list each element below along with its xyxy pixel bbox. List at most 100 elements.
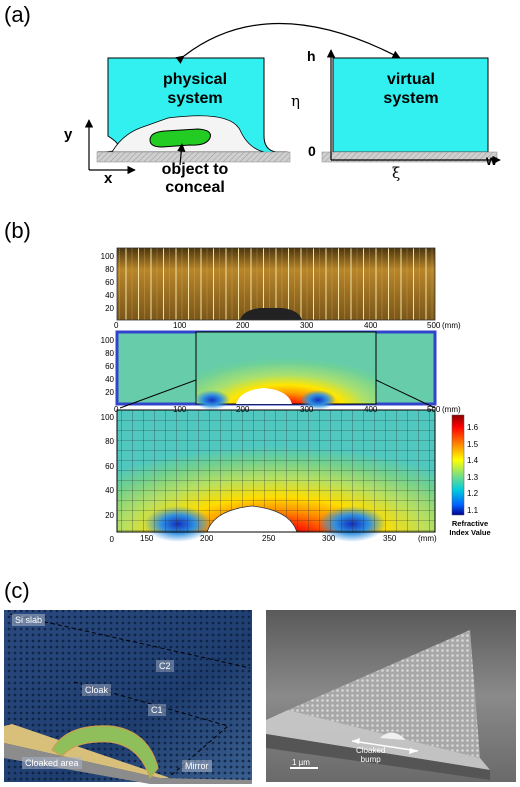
tick: 80 xyxy=(105,349,114,358)
mid-blue-right xyxy=(300,390,336,410)
colorbar-tick: 1.5 xyxy=(467,439,479,449)
colorbar-tick: 1.2 xyxy=(467,489,479,499)
tick: 200 xyxy=(236,405,250,414)
cloaked-bump-line2: bump xyxy=(360,755,381,764)
virtual-system-label: virtual system xyxy=(356,70,466,108)
physical-system-label: physical system xyxy=(140,70,250,108)
tick: 150 xyxy=(140,534,154,543)
cloaked-bump-label: Cloaked bump xyxy=(356,746,385,764)
object-line1: object to xyxy=(161,161,229,178)
c2-boundary xyxy=(9,613,251,669)
virtual-line2: system xyxy=(383,90,439,107)
colorbar-title-line2: Index Value xyxy=(449,528,491,537)
top-plot-yticks: 100 80 60 40 20 xyxy=(96,250,114,315)
top-plot-unit: (mm) xyxy=(442,321,461,330)
tick: 80 xyxy=(105,265,114,274)
tick: 350 xyxy=(383,534,397,543)
tick: 250 xyxy=(262,534,276,543)
c1-label: C1 xyxy=(148,704,166,716)
mid-bump xyxy=(236,388,292,404)
bottom-plot-yticks: 100 80 60 40 20 0 xyxy=(96,406,114,552)
sem-triangle xyxy=(288,630,480,758)
bottom-plot-frame xyxy=(116,409,436,533)
panel-c-figure xyxy=(4,610,516,784)
virtual-line1: virtual xyxy=(386,71,435,88)
tick: 100 xyxy=(100,336,114,345)
c2-label: C2 xyxy=(156,660,174,672)
tick: 40 xyxy=(105,291,114,300)
mid-plot-unit: (mm) xyxy=(442,405,461,414)
object-label: object to conceal xyxy=(140,161,250,197)
bottom-plot-unit: (mm) xyxy=(418,534,437,543)
panel-b-label: (b) xyxy=(4,218,31,243)
xi-label: ξ xyxy=(392,164,401,182)
tick: 20 xyxy=(105,388,114,397)
scale-bar-label: 1 µm xyxy=(292,758,310,767)
colorbar-tick: 1.4 xyxy=(467,456,479,466)
tick: 500 xyxy=(427,405,441,414)
slab-edge xyxy=(4,724,170,778)
panel-b-figure xyxy=(115,247,465,542)
tick: 300 xyxy=(300,321,314,330)
tick: 100 xyxy=(100,252,114,261)
panel-a-diagram xyxy=(84,22,501,175)
colorbar-ticks: 1.6 1.5 1.4 1.3 1.2 1.1 xyxy=(467,420,478,520)
virtual-system-region xyxy=(332,57,489,153)
si-slab-label: Si slab xyxy=(12,614,46,626)
colorbar xyxy=(451,414,465,516)
axis-y-label: y xyxy=(64,126,73,143)
tick: 400 xyxy=(364,405,378,414)
tick: 400 xyxy=(364,321,378,330)
sem-waveguide xyxy=(266,710,490,770)
colorbar-tick: 1.1 xyxy=(467,505,479,515)
sem-ridge xyxy=(266,734,490,780)
eta-label: η xyxy=(291,92,300,110)
axis-x-label: x xyxy=(104,170,113,187)
tick: 300 xyxy=(322,534,336,543)
colorbar-tick: 1.3 xyxy=(467,472,479,482)
mapping-arrow xyxy=(175,22,401,64)
tick: 80 xyxy=(105,437,114,447)
sem-arrow-head-right xyxy=(409,748,418,754)
axis-w-label: w xyxy=(486,152,497,168)
tick: 60 xyxy=(105,461,114,471)
axis-h-label: h xyxy=(307,48,316,64)
mid-plot-yticks: 100 80 60 40 20 xyxy=(96,334,114,399)
tick: 200 xyxy=(236,321,250,330)
tick: 0 xyxy=(114,321,119,330)
tick: 40 xyxy=(105,375,114,384)
cloaked-area-label: Cloaked area xyxy=(22,757,82,769)
panel-a-label: (a) xyxy=(4,2,31,27)
tick: 0 xyxy=(109,535,114,545)
sem-arrow-head-left xyxy=(352,738,360,744)
ground-physical xyxy=(96,151,291,163)
panel-c-label: (c) xyxy=(4,578,30,603)
tick: 20 xyxy=(105,510,114,520)
tick: 100 xyxy=(173,405,187,414)
zoom-line-right xyxy=(375,379,436,409)
tick: 300 xyxy=(300,405,314,414)
cloak-label: Cloak xyxy=(82,684,112,696)
tick: 500 xyxy=(427,321,441,330)
tick: 100 xyxy=(100,413,114,422)
colorbar-tick: 1.6 xyxy=(467,423,479,432)
mirror-label: Mirror xyxy=(182,760,212,772)
colorbar-title-line1: Refractive xyxy=(451,519,489,528)
tick: 100 xyxy=(173,321,187,330)
object-shape xyxy=(149,128,211,148)
tick: 20 xyxy=(105,304,114,313)
sample-bump xyxy=(240,308,302,320)
tick: 0 xyxy=(114,405,119,414)
tick: 40 xyxy=(105,486,114,496)
mid-blue-left xyxy=(194,390,230,410)
zoom-line-left xyxy=(119,379,197,409)
sem-bump-arrow xyxy=(351,740,419,752)
colorbar-title: Refractive Index Value xyxy=(440,519,500,537)
sem-bump xyxy=(380,732,406,740)
axis-zero-label: 0 xyxy=(308,143,316,159)
tick: 60 xyxy=(105,278,114,287)
cloaked-bump xyxy=(51,725,159,780)
cloaked-bump-line1: Cloaked xyxy=(356,746,386,755)
tick: 200 xyxy=(200,534,214,543)
bottom-bump xyxy=(206,505,298,533)
